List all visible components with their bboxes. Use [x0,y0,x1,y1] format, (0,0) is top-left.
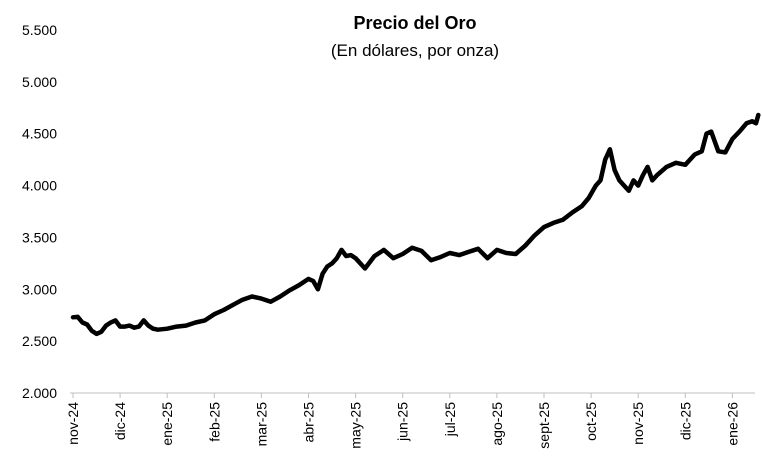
gold-price-line [70,112,761,337]
y-tick-label: 5.000 [22,74,57,90]
x-tick-label: oct-25 [583,402,599,441]
y-tick-label: 5.500 [22,22,57,38]
y-tick-label: 4.000 [22,178,57,194]
x-tick-label: ene-25 [159,402,175,446]
chart-subtitle: (En dólares, por onza) [331,41,499,60]
x-tick-label: ago-25 [489,402,505,446]
y-tick-label: 3.500 [22,229,57,245]
y-tick-label: 3.000 [22,281,57,297]
x-tick-label: dic-24 [112,402,128,440]
x-tick-label: ene-26 [724,402,740,446]
x-tick-label: dic-25 [677,402,693,440]
x-tick-label: nov-25 [630,402,646,445]
x-tick-label: mar-25 [253,402,269,447]
y-tick-label: 2.000 [22,385,57,401]
x-tick-label: abr-25 [301,402,317,443]
x-tick-label: nov-24 [65,402,81,445]
chart-title: Precio del Oro [353,13,476,33]
x-tick-label: feb-25 [206,402,222,442]
x-tick-label: jul-25 [442,402,458,437]
y-tick-label: 4.500 [22,126,57,142]
x-tick-label: jun-25 [395,402,411,442]
y-tick-label: 2.500 [22,333,57,349]
x-tick-label: sept-25 [536,402,552,449]
x-tick-label: may-25 [348,402,364,449]
y-axis: 2.000 2.500 3.000 3.500 4.000 4.500 5.000 5.500 [22,22,57,401]
x-axis: nov-24 dic-24 ene-25 feb-25 mar-25 abr-25 may-… [65,393,740,449]
